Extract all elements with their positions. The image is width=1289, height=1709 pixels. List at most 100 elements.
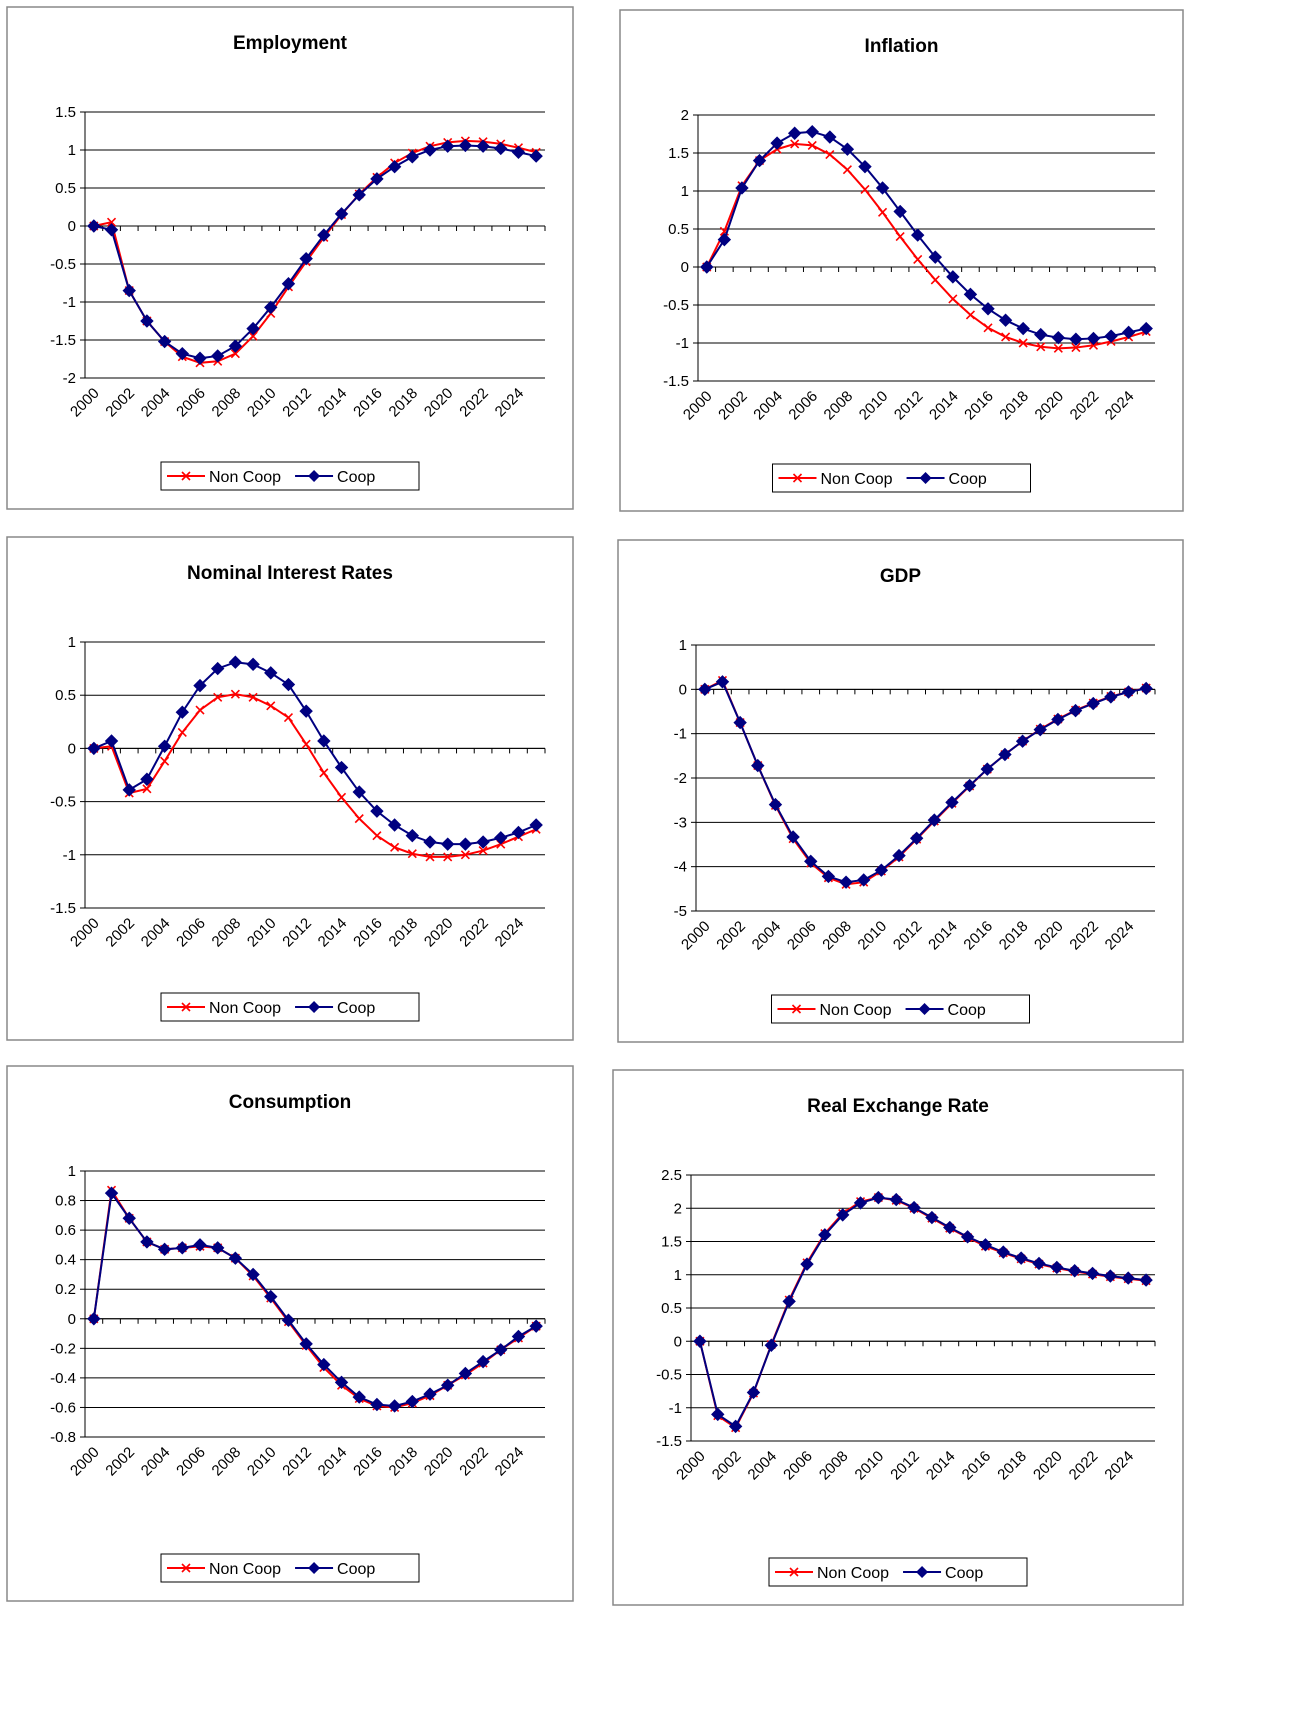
legend-label: Coop — [948, 1002, 986, 1019]
legend-label: Coop — [337, 1000, 375, 1017]
marker — [370, 1397, 384, 1412]
marker — [354, 814, 364, 824]
legend-marker-shape — [308, 1562, 321, 1574]
marker — [228, 339, 243, 353]
legend-marker — [181, 1563, 191, 1573]
marker — [228, 655, 243, 669]
legend-label: Non Coop — [209, 1561, 281, 1578]
marker — [140, 314, 154, 328]
marker — [1139, 321, 1153, 336]
legend-marker-shape — [918, 1003, 931, 1015]
marker — [1015, 734, 1030, 748]
marker — [407, 849, 417, 859]
marker — [317, 1357, 331, 1372]
marker — [752, 153, 767, 168]
y-tick-label: 2 — [674, 1200, 682, 1217]
marker — [733, 715, 747, 730]
y-tick-label: -0.5 — [50, 256, 76, 273]
marker — [405, 828, 420, 843]
y-tick-label: 0 — [68, 1311, 76, 1328]
marker — [1051, 712, 1065, 727]
marker — [1036, 342, 1046, 352]
y-tick-label: -0.5 — [50, 794, 76, 811]
y-tick-label: -5 — [674, 903, 687, 920]
panel-border — [617, 539, 1184, 1043]
marker — [122, 283, 136, 298]
marker — [352, 1390, 366, 1404]
marker — [177, 727, 187, 738]
y-tick-label: 1 — [68, 142, 76, 159]
legend-marker — [919, 472, 932, 484]
marker — [943, 1220, 957, 1235]
y-tick-label: -1.5 — [656, 1433, 682, 1450]
marker — [387, 818, 402, 832]
marker — [299, 704, 313, 718]
panel-border — [612, 1069, 1184, 1606]
y-tick-label: -0.5 — [656, 1367, 682, 1384]
y-tick-label: 0 — [68, 740, 76, 757]
y-tick-label: -1 — [674, 726, 687, 743]
marker — [440, 1378, 455, 1392]
marker — [246, 321, 260, 336]
y-tick-label: 1 — [68, 634, 76, 651]
y-tick-label: 1 — [681, 183, 689, 200]
marker — [157, 739, 172, 753]
marker — [790, 139, 800, 149]
marker — [1104, 690, 1118, 704]
marker — [1050, 1260, 1064, 1275]
marker — [1086, 696, 1100, 711]
y-tick-label: -1 — [669, 1400, 682, 1417]
marker — [319, 768, 329, 778]
marker — [875, 181, 890, 195]
marker — [948, 294, 958, 304]
marker — [911, 228, 925, 242]
marker — [122, 783, 136, 797]
marker — [283, 712, 294, 723]
marker — [246, 657, 260, 672]
marker — [835, 1208, 850, 1222]
marker — [804, 854, 818, 869]
marker — [996, 1245, 1011, 1259]
marker — [1068, 703, 1083, 718]
marker — [405, 1394, 420, 1409]
y-tick-label: -1.5 — [50, 332, 76, 349]
marker — [511, 825, 526, 840]
y-tick-label: -1 — [676, 335, 689, 352]
marker — [728, 1419, 743, 1434]
marker — [825, 149, 835, 160]
marker — [1053, 343, 1063, 353]
marker — [965, 310, 976, 320]
legend-label: Non Coop — [817, 1565, 889, 1582]
legend-marker — [308, 1562, 321, 1574]
chart-panel: Nominal Interest Rates-1.5-1-0.500.51200… — [6, 536, 574, 1041]
marker — [140, 772, 154, 786]
series-line — [705, 142, 1147, 350]
y-tick-label: 0.5 — [55, 180, 76, 197]
marker — [711, 1407, 725, 1422]
legend-marker-shape — [181, 471, 191, 481]
marker — [770, 136, 784, 150]
marker — [1139, 681, 1153, 696]
marker — [746, 1385, 761, 1400]
marker — [334, 1375, 349, 1390]
marker — [963, 287, 978, 302]
marker — [425, 852, 435, 862]
marker — [352, 188, 366, 202]
marker — [1069, 332, 1083, 346]
legend-marker — [181, 1002, 191, 1012]
marker — [266, 701, 276, 711]
marker — [104, 1186, 119, 1200]
marker — [281, 277, 296, 291]
marker — [264, 666, 278, 680]
marker — [122, 1211, 136, 1225]
y-tick-label: 0 — [679, 681, 687, 698]
marker — [175, 346, 190, 361]
marker — [264, 1289, 278, 1304]
marker — [104, 223, 119, 237]
marker — [857, 873, 871, 887]
chart-title: Real Exchange Rate — [807, 1096, 989, 1117]
y-tick-label: 0 — [674, 1333, 682, 1350]
